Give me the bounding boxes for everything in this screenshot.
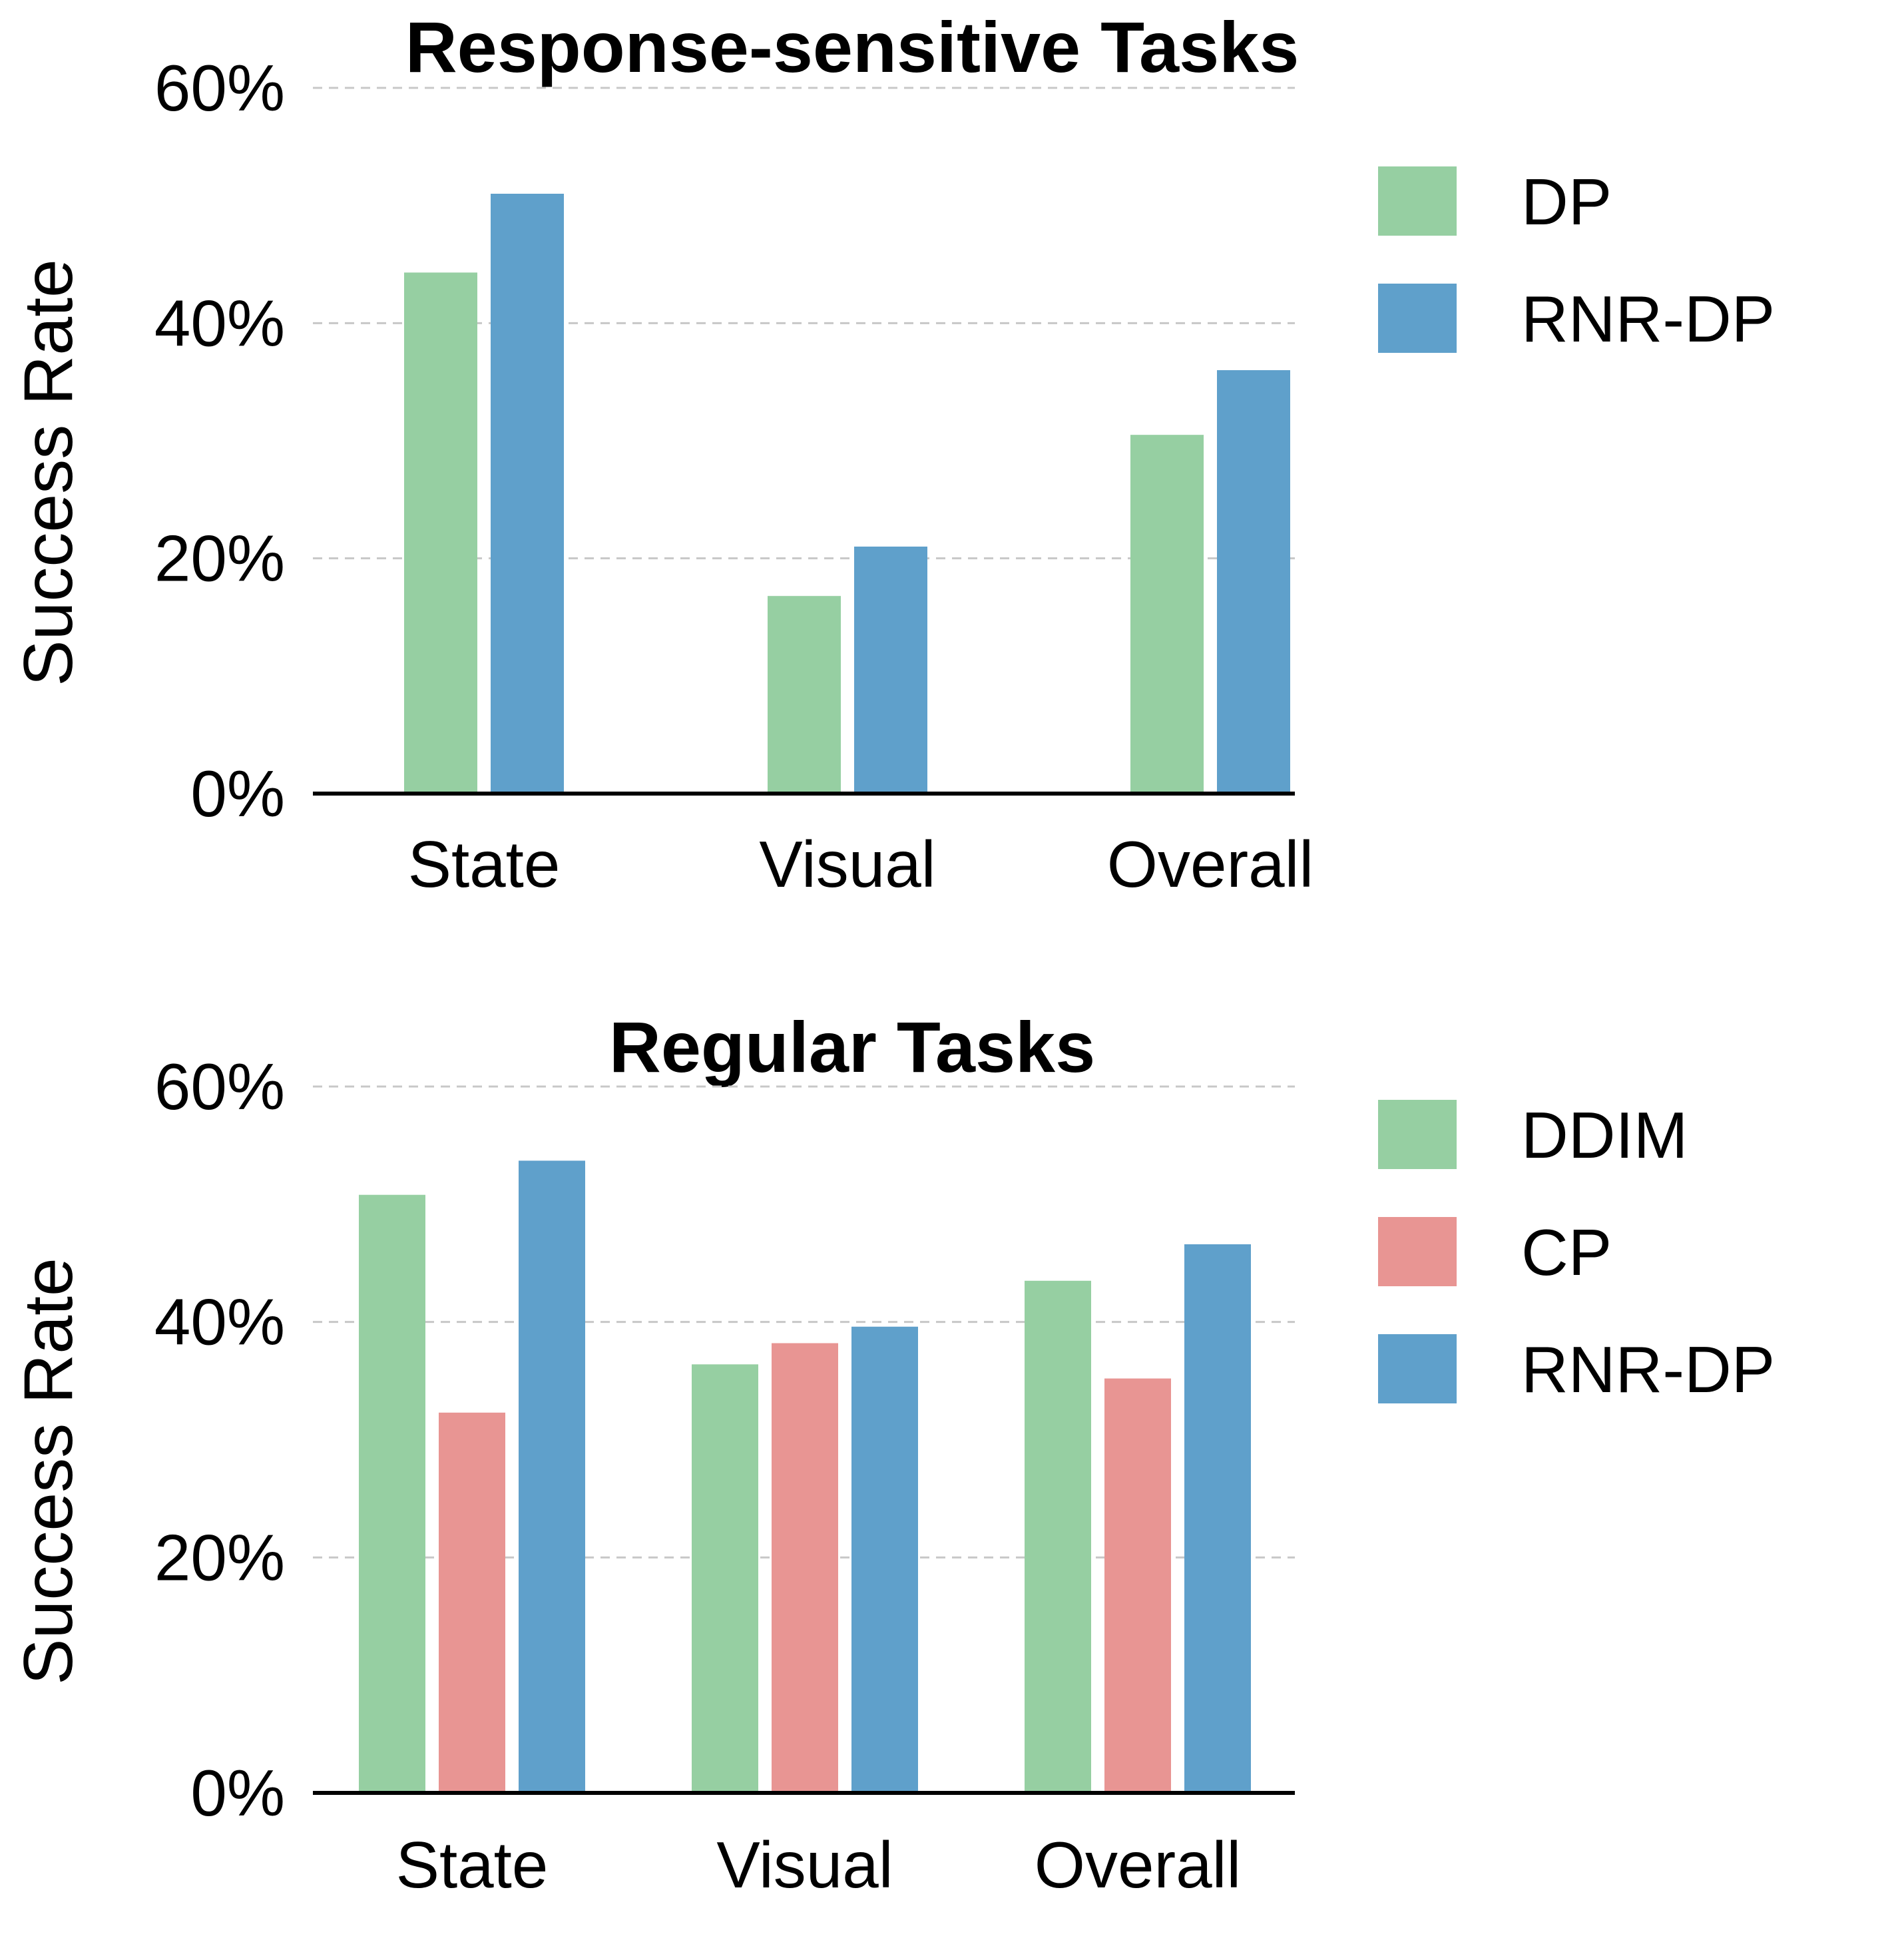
bar-rnr-dp-state [491, 194, 564, 794]
legend-swatch [1378, 166, 1457, 236]
y-tick-label: 60% [154, 51, 285, 124]
chart-title: Response-sensitive Tasks [405, 7, 1300, 87]
legend-label: DP [1521, 165, 1612, 238]
bar-cp-overall [1104, 1378, 1171, 1793]
bar-ddim-state [359, 1194, 425, 1793]
legend: DP RNR-DP [1378, 165, 1775, 356]
x-tick-label: Visual [759, 828, 935, 901]
bar-rnr-dp-overall [1184, 1244, 1251, 1793]
legend-label: CP [1521, 1216, 1612, 1289]
bar-ddim-visual [692, 1364, 758, 1793]
bar-dp-state [404, 272, 477, 794]
y-tick-label: 40% [154, 1286, 285, 1359]
bar-dp-overall [1130, 435, 1204, 794]
bar-cp-state [439, 1412, 505, 1793]
bar-rnr-dp-overall [1217, 370, 1290, 794]
y-tick-label: 60% [154, 1050, 285, 1123]
x-tick-label: Visual [716, 1828, 893, 1901]
legend-label: DDIM [1521, 1098, 1688, 1172]
legend: DDIM CP RNR-DP [1378, 1098, 1775, 1406]
y-axis-label: Success Rate [10, 1258, 87, 1685]
x-tick-label: Overall [1107, 828, 1313, 901]
legend-label: RNR-DP [1521, 1333, 1775, 1406]
legend-swatch [1378, 284, 1457, 353]
y-tick-label: 40% [154, 286, 285, 360]
bar-ddim-overall [1025, 1280, 1091, 1793]
legend-label: RNR-DP [1521, 282, 1775, 356]
legend-swatch [1378, 1217, 1457, 1286]
bar-rnr-dp-visual [854, 547, 927, 794]
bar-rnr-dp-state [519, 1160, 585, 1793]
legend-swatch [1378, 1100, 1457, 1169]
y-tick-label: 0% [190, 1756, 285, 1830]
bar-rnr-dp-visual [851, 1326, 918, 1793]
legend-swatch [1378, 1334, 1457, 1403]
y-axis-label: Success Rate [10, 259, 87, 686]
x-tick-label: State [396, 1828, 549, 1901]
x-tick-label: Overall [1035, 1828, 1241, 1901]
bar-dp-visual [768, 596, 841, 794]
chart-panel-1: Response-sensitive Tasks Success Rate 0% 20… [10, 7, 1775, 901]
chart-panel-2: Regular Tasks Success Rate 0% 20% 40% 60% Stat… [10, 1007, 1775, 1901]
bar-cp-visual [772, 1343, 838, 1793]
x-tick-label: State [408, 828, 561, 901]
y-tick-label: 20% [154, 522, 285, 595]
y-tick-label: 0% [190, 757, 285, 830]
chart-title: Regular Tasks [609, 1007, 1095, 1087]
y-tick-label: 20% [154, 1521, 285, 1594]
